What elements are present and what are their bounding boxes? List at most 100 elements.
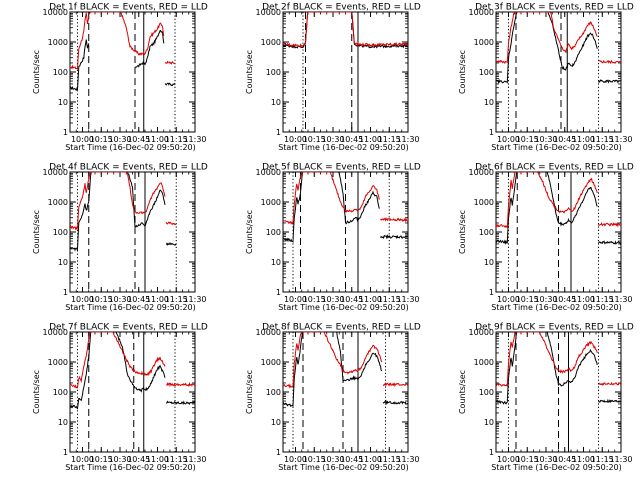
y-tick-label: 1 <box>63 448 68 457</box>
y-tick-label: 10 <box>271 98 281 107</box>
x-tick-label: 11:30 <box>183 295 206 304</box>
x-tick-label: 10:45 <box>127 295 150 304</box>
y-tick-label: 10000 <box>256 328 281 337</box>
panel-title: Det 7f BLACK = Events, RED = LLD <box>49 323 208 333</box>
x-tick-label: 10:45 <box>340 455 363 464</box>
x-tick-label: 10:00 <box>284 295 307 304</box>
panel-title: Det 1f BLACK = Events, RED = LLD <box>49 3 208 13</box>
x-tick-label: 11:00 <box>572 135 595 144</box>
x-tick-label: 11:30 <box>609 295 632 304</box>
panel-title: Det 6f BLACK = Events, RED = LLD <box>475 163 634 173</box>
events-series-line <box>164 82 176 87</box>
panel-data <box>70 12 176 132</box>
x-tick-label: 11:15 <box>378 295 401 304</box>
y-axis-label: Counts/sec <box>245 210 254 254</box>
lld-series-line <box>164 60 176 65</box>
y-tick-label: 100 <box>53 388 68 397</box>
x-tick-label: 10:30 <box>108 135 131 144</box>
y-tick-label: 10000 <box>469 168 494 177</box>
x-tick-label: 10:00 <box>71 135 94 144</box>
x-tick-label: 10:30 <box>534 295 557 304</box>
y-tick-label: 1 <box>489 448 494 457</box>
x-tick-label: 11:30 <box>609 455 632 464</box>
y-tick-label: 100 <box>479 388 494 397</box>
y-tick-label: 10 <box>484 258 494 267</box>
x-tick-label: 11:00 <box>572 455 595 464</box>
panel-frame <box>282 331 409 453</box>
x-tick-label: 11:15 <box>591 295 614 304</box>
panel-7: Det 7f BLACK = Events, RED = LLD 1 10 100 10… <box>32 323 208 473</box>
y-tick-label: 1000 <box>48 198 68 207</box>
panel-3: Det 3f BLACK = Events, RED = LLD 1 10 100 10… <box>458 3 634 153</box>
events-series-line <box>598 398 621 404</box>
x-axis-label: Start Time (16-Dec-02 09:50:20) <box>278 303 409 312</box>
x-tick-label: 10:15 <box>303 455 326 464</box>
y-tick-label: 100 <box>266 68 281 77</box>
y-axis-label: Counts/sec <box>458 50 467 94</box>
x-tick-label: 10:45 <box>127 455 150 464</box>
lld-series-line <box>380 217 408 223</box>
x-tick-label: 10:45 <box>553 295 576 304</box>
x-tick-label: 10:45 <box>340 135 363 144</box>
x-tick-label: 10:30 <box>321 295 344 304</box>
x-tick-label: 10:15 <box>90 135 113 144</box>
x-axis-label: Start Time (16-Dec-02 09:50:20) <box>278 463 409 472</box>
y-tick-label: 1 <box>276 288 281 297</box>
y-tick-label: 10 <box>58 418 68 427</box>
y-tick-label: 100 <box>266 228 281 237</box>
y-axis-label: Counts/sec <box>458 370 467 414</box>
x-tick-label: 11:00 <box>146 295 169 304</box>
x-tick-label: 10:00 <box>284 135 307 144</box>
x-tick-label: 10:15 <box>303 295 326 304</box>
panel-title: Det 8f BLACK = Events, RED = LLD <box>262 323 421 333</box>
x-axis-label: Start Time (16-Dec-02 09:50:20) <box>65 303 196 312</box>
x-tick-label: 11:30 <box>396 455 419 464</box>
x-axis-label: Start Time (16-Dec-02 09:50:20) <box>278 143 409 152</box>
panel-frame <box>282 11 409 133</box>
y-tick-label: 1 <box>276 128 281 137</box>
x-tick-label: 11:15 <box>378 455 401 464</box>
y-axis-label: Counts/sec <box>32 370 41 414</box>
y-tick-label: 10 <box>271 418 281 427</box>
lld-series-line <box>70 332 166 389</box>
panel-title: Det 9f BLACK = Events, RED = LLD <box>475 323 634 333</box>
events-series-line <box>70 332 166 410</box>
lld-series-line <box>166 381 195 388</box>
events-series-line <box>165 400 195 406</box>
x-tick-label: 10:15 <box>516 135 539 144</box>
x-tick-label: 10:45 <box>127 135 150 144</box>
y-tick-label: 1000 <box>474 38 494 47</box>
x-tick-label: 10:00 <box>497 455 520 464</box>
x-tick-label: 10:30 <box>534 135 557 144</box>
panel-title: Det 3f BLACK = Events, RED = LLD <box>475 3 634 13</box>
lld-series-line <box>283 172 380 225</box>
y-tick-label: 1 <box>63 128 68 137</box>
events-series-line <box>598 79 621 84</box>
x-tick-label: 10:15 <box>516 455 539 464</box>
x-tick-label: 10:00 <box>71 455 94 464</box>
x-tick-label: 11:15 <box>165 455 188 464</box>
x-tick-label: 11:30 <box>396 135 419 144</box>
y-tick-label: 1 <box>63 288 68 297</box>
panel-data <box>283 172 408 292</box>
y-tick-label: 100 <box>53 68 68 77</box>
x-axis-label: Start Time (16-Dec-02 09:50:20) <box>491 143 622 152</box>
events-series-line <box>283 332 383 408</box>
x-tick-label: 10:00 <box>497 135 520 144</box>
x-tick-label: 11:30 <box>396 295 419 304</box>
y-axis-label: Counts/sec <box>245 370 254 414</box>
x-tick-label: 10:00 <box>284 455 307 464</box>
y-axis-label: Counts/sec <box>458 210 467 254</box>
lld-series-line <box>70 12 90 70</box>
x-tick-label: 11:30 <box>183 135 206 144</box>
events-series-line <box>382 400 408 406</box>
panel-data <box>70 332 195 452</box>
x-axis-label: Start Time (16-Dec-02 09:50:20) <box>65 463 196 472</box>
lld-series-line <box>283 12 408 48</box>
y-tick-label: 1000 <box>261 198 281 207</box>
y-tick-label: 1000 <box>261 38 281 47</box>
x-tick-label: 11:00 <box>146 135 169 144</box>
lld-series-line <box>70 172 166 231</box>
y-axis-label: Counts/sec <box>32 210 41 254</box>
y-tick-label: 1000 <box>48 358 68 367</box>
